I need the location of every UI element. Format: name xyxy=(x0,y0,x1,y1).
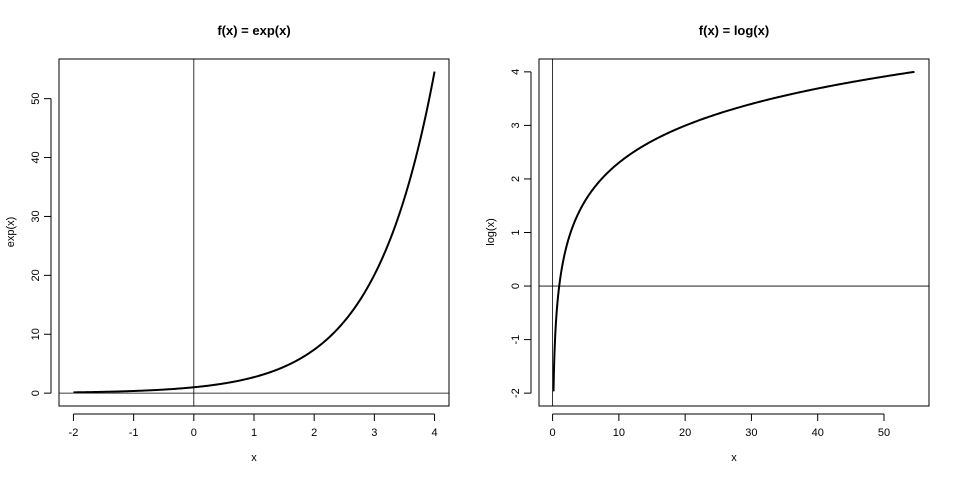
x-axis: 0 10 20 30 40 50 xyxy=(550,413,890,439)
x-tick-label: 30 xyxy=(745,427,757,439)
y-tick-label: 30 xyxy=(30,210,42,222)
x-tick-label: 4 xyxy=(431,427,437,439)
x-tick-label: 10 xyxy=(613,427,625,439)
exp-curve xyxy=(73,71,436,394)
y-tick-label: 1 xyxy=(510,229,522,235)
y-tick-label: 0 xyxy=(30,390,42,396)
plot-frame xyxy=(538,58,930,407)
x-tick-label: 50 xyxy=(878,427,890,439)
x-tick-label: 0 xyxy=(191,427,197,439)
y-tick-label: 40 xyxy=(30,151,42,163)
x-tick-label: 0 xyxy=(550,427,556,439)
log-curve xyxy=(552,70,915,392)
plot-frame xyxy=(58,58,450,407)
log-panel: f(x) = log(x) 0 10 20 30 40 50 -2 -1 0 1 2 3 4 x lo… xyxy=(485,23,930,464)
x-axis-label: x xyxy=(251,452,257,464)
y-axis: -2 -1 0 1 2 3 4 xyxy=(510,69,532,398)
y-tick-label: -2 xyxy=(510,388,522,398)
y-axis: 0 10 20 30 40 50 xyxy=(30,93,52,396)
y-tick-label: 4 xyxy=(510,69,522,75)
x-tick-label: -2 xyxy=(69,427,79,439)
x-axis-label: x xyxy=(731,452,737,464)
y-tick-label: 10 xyxy=(30,328,42,340)
x-tick-label: 20 xyxy=(679,427,691,439)
y-tick-label: 3 xyxy=(510,122,522,128)
y-tick-label: 20 xyxy=(30,269,42,281)
x-axis: -2 -1 0 1 2 3 4 xyxy=(69,413,438,439)
x-tick-label: 40 xyxy=(812,427,824,439)
chart-title: f(x) = exp(x) xyxy=(217,23,290,38)
x-tick-label: 3 xyxy=(371,427,377,439)
chart-title: f(x) = log(x) xyxy=(699,23,769,38)
x-tick-label: 2 xyxy=(311,427,317,439)
x-tick-label: 1 xyxy=(251,427,257,439)
y-tick-label: 2 xyxy=(510,176,522,182)
y-axis-label: log(x) xyxy=(485,218,497,246)
y-tick-label: 50 xyxy=(30,93,42,105)
y-axis-label: exp(x) xyxy=(5,217,17,248)
x-tick-label: -1 xyxy=(129,427,139,439)
y-tick-label: 0 xyxy=(510,283,522,289)
exp-panel: f(x) = exp(x) -2 -1 0 1 2 3 4 0 10 20 30 40 50 x ex… xyxy=(5,23,450,464)
y-tick-label: -1 xyxy=(510,335,522,345)
